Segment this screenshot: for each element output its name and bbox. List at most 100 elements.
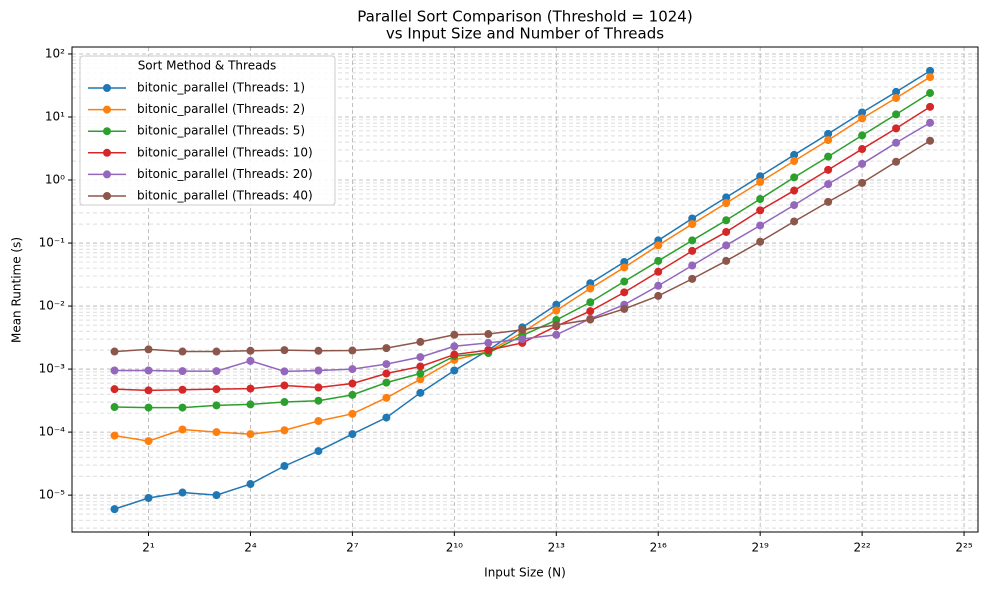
data-point [824,197,833,206]
data-point [926,89,935,98]
data-point [280,426,289,435]
data-point [484,338,493,347]
data-point [212,347,221,356]
data-point [620,304,629,313]
data-point [688,236,697,245]
data-point [620,277,629,286]
data-point [348,409,357,418]
chart-title: Parallel Sort Comparison (Threshold = 10… [357,8,692,26]
data-point [688,214,697,223]
data-layer [110,66,935,514]
data-point [926,136,935,145]
data-point [756,194,765,203]
data-point [416,353,425,362]
data-point [484,330,493,339]
data-point [654,256,663,265]
data-point [552,300,561,309]
data-point [178,347,187,356]
data-point [314,447,323,456]
data-point [382,360,391,369]
data-point [518,325,527,334]
x-tick-label: 2¹ [142,541,155,555]
y-tick-label: 10² [45,46,65,60]
data-point [348,379,357,388]
data-point [280,461,289,470]
data-point [280,367,289,376]
legend-label: bitonic_parallel (Threads: 5) [137,124,305,138]
data-point [212,385,221,394]
data-point [144,403,153,412]
data-point [756,172,765,181]
data-point [450,330,459,339]
chart-subtitle: vs Input Size and Number of Threads [386,25,664,43]
legend-title: Sort Method & Threads [138,59,277,73]
data-point [178,385,187,394]
y-tick-label: 10⁻² [39,299,66,313]
data-point [586,284,595,293]
data-point [586,298,595,307]
data-point [348,346,357,355]
data-point [688,274,697,283]
x-tick-label: 2¹⁶ [650,541,667,555]
data-point [756,237,765,246]
data-point [110,505,119,514]
data-point [450,366,459,375]
data-point [110,347,119,356]
data-point [212,491,221,500]
data-point [790,150,799,159]
data-point [790,217,799,226]
data-point [110,431,119,440]
legend-swatch [103,84,111,92]
data-point [790,157,799,166]
y-tick-label: 10⁰ [45,173,65,187]
x-tick-label: 2⁷ [346,541,359,555]
data-point [552,306,561,315]
data-point [246,400,255,409]
data-point [314,383,323,392]
data-point [280,381,289,390]
data-point [348,430,357,439]
legend-label: bitonic_parallel (Threads: 20) [137,167,313,181]
data-point [144,437,153,446]
data-point [688,220,697,229]
legend-swatch [103,127,111,136]
data-point [212,401,221,410]
y-tick-label: 10⁻¹ [39,236,66,250]
data-point [722,216,731,225]
data-point [552,330,561,339]
data-point [688,246,697,255]
legend-label: bitonic_parallel (Threads: 10) [137,145,313,159]
data-point [722,193,731,202]
legend-label: bitonic_parallel (Threads: 2) [137,102,305,116]
data-point [246,356,255,365]
x-tick-label: 2¹⁹ [752,541,769,555]
data-point [416,369,425,378]
legend-swatch [103,148,111,157]
x-axis-label: Input Size (N) [484,566,566,580]
data-point [756,221,765,230]
data-point [892,138,901,147]
y-tick-label: 10⁻⁵ [39,488,66,502]
data-point [790,201,799,210]
data-point [144,494,153,503]
data-point [722,199,731,208]
data-point [178,367,187,376]
data-point [246,346,255,355]
data-point [824,152,833,161]
data-point [824,136,833,145]
data-point [654,267,663,276]
data-point [450,350,459,359]
data-point [824,180,833,189]
y-tick-label: 10⁻³ [39,362,66,376]
data-point [382,369,391,378]
data-point [654,281,663,290]
data-point [552,321,561,330]
data-point [348,365,357,374]
data-point [926,73,935,82]
data-point [722,256,731,265]
data-point [620,288,629,297]
data-point [688,261,697,270]
data-point [790,186,799,195]
data-point [518,335,527,344]
data-point [314,417,323,426]
